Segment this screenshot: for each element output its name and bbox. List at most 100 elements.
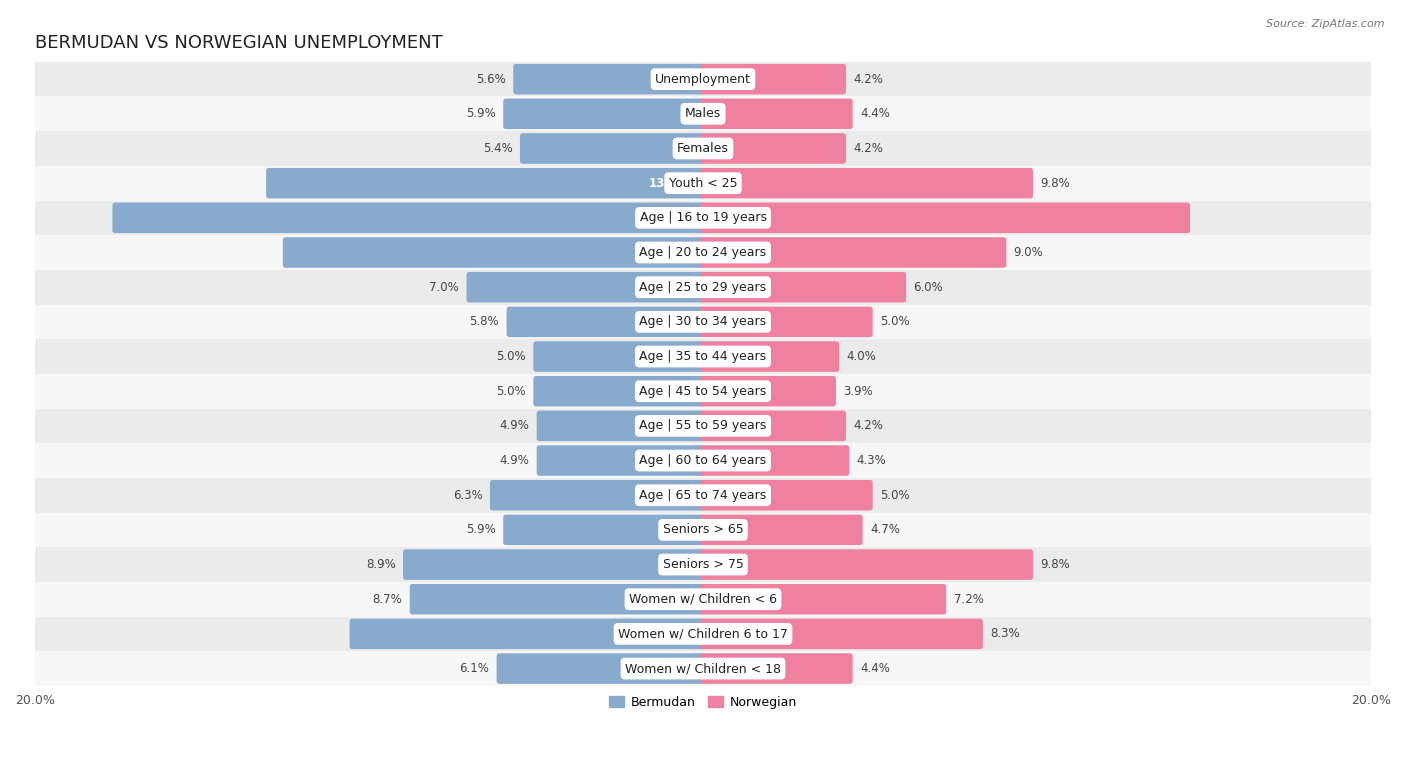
Text: 8.9%: 8.9% bbox=[366, 558, 395, 571]
Bar bbox=[35, 478, 1371, 512]
FancyBboxPatch shape bbox=[700, 618, 983, 650]
FancyBboxPatch shape bbox=[533, 376, 706, 407]
FancyBboxPatch shape bbox=[350, 618, 706, 650]
Text: 4.9%: 4.9% bbox=[499, 454, 529, 467]
FancyBboxPatch shape bbox=[700, 272, 905, 303]
Bar bbox=[35, 409, 1371, 443]
Text: 9.8%: 9.8% bbox=[1040, 176, 1070, 190]
Text: Age | 65 to 74 years: Age | 65 to 74 years bbox=[640, 489, 766, 502]
FancyBboxPatch shape bbox=[404, 550, 706, 580]
Text: 4.3%: 4.3% bbox=[856, 454, 886, 467]
Text: 4.2%: 4.2% bbox=[853, 419, 883, 432]
Text: Age | 60 to 64 years: Age | 60 to 64 years bbox=[640, 454, 766, 467]
Text: Age | 30 to 34 years: Age | 30 to 34 years bbox=[640, 316, 766, 329]
Text: 8.3%: 8.3% bbox=[990, 628, 1019, 640]
Text: 5.9%: 5.9% bbox=[467, 523, 496, 537]
Text: 5.0%: 5.0% bbox=[496, 385, 526, 397]
FancyBboxPatch shape bbox=[283, 237, 706, 268]
Text: 6.1%: 6.1% bbox=[460, 662, 489, 675]
FancyBboxPatch shape bbox=[537, 445, 706, 476]
FancyBboxPatch shape bbox=[496, 653, 706, 684]
Text: Women w/ Children 6 to 17: Women w/ Children 6 to 17 bbox=[619, 628, 787, 640]
Text: Age | 35 to 44 years: Age | 35 to 44 years bbox=[640, 350, 766, 363]
Text: Age | 20 to 24 years: Age | 20 to 24 years bbox=[640, 246, 766, 259]
Text: Youth < 25: Youth < 25 bbox=[669, 176, 737, 190]
Bar bbox=[35, 651, 1371, 686]
Text: 17.6%: 17.6% bbox=[648, 211, 689, 224]
FancyBboxPatch shape bbox=[700, 64, 846, 95]
FancyBboxPatch shape bbox=[503, 98, 706, 129]
Text: Women w/ Children < 6: Women w/ Children < 6 bbox=[628, 593, 778, 606]
Text: 5.9%: 5.9% bbox=[467, 107, 496, 120]
Bar bbox=[35, 201, 1371, 235]
Bar bbox=[35, 443, 1371, 478]
FancyBboxPatch shape bbox=[513, 64, 706, 95]
Text: 5.0%: 5.0% bbox=[880, 316, 910, 329]
FancyBboxPatch shape bbox=[503, 515, 706, 545]
FancyBboxPatch shape bbox=[700, 410, 846, 441]
Text: 14.5%: 14.5% bbox=[717, 211, 758, 224]
FancyBboxPatch shape bbox=[700, 515, 863, 545]
FancyBboxPatch shape bbox=[489, 480, 706, 510]
FancyBboxPatch shape bbox=[700, 168, 1033, 198]
FancyBboxPatch shape bbox=[700, 653, 852, 684]
FancyBboxPatch shape bbox=[700, 237, 1007, 268]
Text: Unemployment: Unemployment bbox=[655, 73, 751, 86]
Text: 5.0%: 5.0% bbox=[880, 489, 910, 502]
FancyBboxPatch shape bbox=[700, 550, 1033, 580]
Text: Age | 25 to 29 years: Age | 25 to 29 years bbox=[640, 281, 766, 294]
Text: BERMUDAN VS NORWEGIAN UNEMPLOYMENT: BERMUDAN VS NORWEGIAN UNEMPLOYMENT bbox=[35, 34, 443, 52]
Text: Age | 16 to 19 years: Age | 16 to 19 years bbox=[640, 211, 766, 224]
FancyBboxPatch shape bbox=[409, 584, 706, 615]
Legend: Bermudan, Norwegian: Bermudan, Norwegian bbox=[605, 691, 801, 714]
Bar bbox=[35, 547, 1371, 582]
Text: Females: Females bbox=[678, 142, 728, 155]
FancyBboxPatch shape bbox=[700, 203, 1189, 233]
Text: Age | 55 to 59 years: Age | 55 to 59 years bbox=[640, 419, 766, 432]
FancyBboxPatch shape bbox=[700, 133, 846, 164]
FancyBboxPatch shape bbox=[520, 133, 706, 164]
Text: 9.8%: 9.8% bbox=[1040, 558, 1070, 571]
Bar bbox=[35, 269, 1371, 304]
Bar bbox=[35, 512, 1371, 547]
Bar bbox=[35, 582, 1371, 616]
Text: 8.7%: 8.7% bbox=[373, 593, 402, 606]
Bar bbox=[35, 235, 1371, 269]
Bar bbox=[35, 131, 1371, 166]
Text: 4.2%: 4.2% bbox=[853, 142, 883, 155]
Bar bbox=[35, 339, 1371, 374]
Text: 5.6%: 5.6% bbox=[477, 73, 506, 86]
Text: Source: ZipAtlas.com: Source: ZipAtlas.com bbox=[1267, 19, 1385, 29]
FancyBboxPatch shape bbox=[506, 307, 706, 337]
Text: 5.0%: 5.0% bbox=[496, 350, 526, 363]
Bar bbox=[35, 616, 1371, 651]
Text: 6.3%: 6.3% bbox=[453, 489, 482, 502]
Text: 13.0%: 13.0% bbox=[650, 176, 689, 190]
Text: 3.9%: 3.9% bbox=[844, 385, 873, 397]
FancyBboxPatch shape bbox=[537, 410, 706, 441]
Text: 4.4%: 4.4% bbox=[860, 107, 890, 120]
Text: 4.7%: 4.7% bbox=[870, 523, 900, 537]
Bar bbox=[35, 374, 1371, 409]
Text: Women w/ Children < 18: Women w/ Children < 18 bbox=[626, 662, 780, 675]
Text: 4.4%: 4.4% bbox=[860, 662, 890, 675]
FancyBboxPatch shape bbox=[700, 341, 839, 372]
Bar bbox=[35, 96, 1371, 131]
Text: Seniors > 75: Seniors > 75 bbox=[662, 558, 744, 571]
Text: 6.0%: 6.0% bbox=[914, 281, 943, 294]
FancyBboxPatch shape bbox=[112, 203, 706, 233]
Bar bbox=[35, 62, 1371, 96]
Text: 5.4%: 5.4% bbox=[482, 142, 513, 155]
FancyBboxPatch shape bbox=[266, 168, 706, 198]
FancyBboxPatch shape bbox=[700, 584, 946, 615]
FancyBboxPatch shape bbox=[700, 307, 873, 337]
Bar bbox=[35, 304, 1371, 339]
Text: 7.2%: 7.2% bbox=[953, 593, 983, 606]
Text: Males: Males bbox=[685, 107, 721, 120]
Text: 4.9%: 4.9% bbox=[499, 419, 529, 432]
FancyBboxPatch shape bbox=[700, 376, 837, 407]
Text: 12.5%: 12.5% bbox=[648, 246, 689, 259]
Text: 4.2%: 4.2% bbox=[853, 73, 883, 86]
Text: 10.5%: 10.5% bbox=[648, 628, 689, 640]
Text: 7.0%: 7.0% bbox=[429, 281, 460, 294]
